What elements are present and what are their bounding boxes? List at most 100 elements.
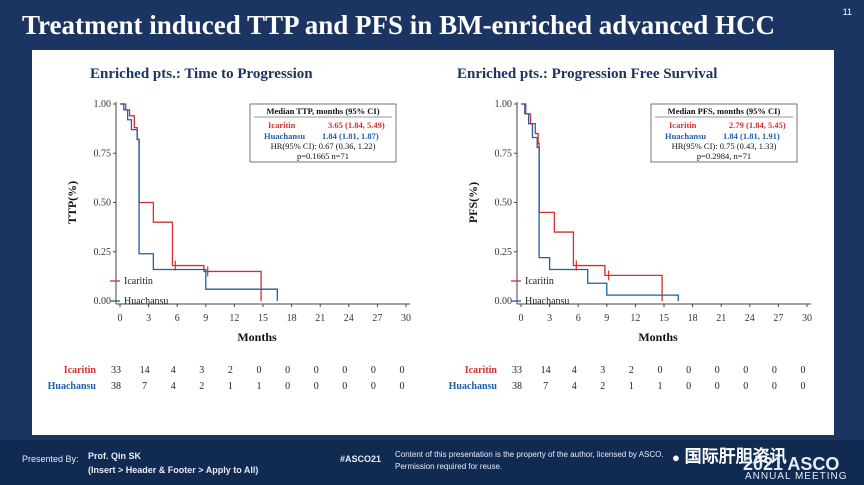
- wechat-watermark: ● 国际肝胆资讯: [672, 442, 787, 467]
- y-axis-label: TTP(%): [65, 181, 79, 224]
- risk-count: 0: [314, 381, 319, 392]
- footer-bar: Presented By: Prof. Qin SK (Insert > Hea…: [0, 440, 864, 485]
- legend-label-huachansu: Huachansu: [124, 296, 168, 307]
- x-tick-label: 9: [604, 313, 609, 324]
- presenter-info: Prof. Qin SK (Insert > Header & Footer >…: [88, 449, 258, 477]
- x-tick-label: 0: [118, 313, 123, 324]
- risk-count: 14: [140, 365, 150, 376]
- pfs-chart: 0.000.250.500.751.000 3 6 9 12 15 18 21 24 27 30Mo…: [449, 99, 812, 392]
- risk-count: 0: [658, 365, 663, 376]
- y-tick-label: 0.75: [495, 148, 513, 159]
- legend-p-value: p=0.2984, n=71: [697, 151, 751, 161]
- y-tick-label: 1.00: [495, 99, 513, 110]
- y-tick-label: 1.00: [94, 99, 112, 110]
- legend-title: Median TTP, months (95% CI): [266, 106, 379, 116]
- ttp-chart: 0.000.250.500.751.000 3 6 9 12 15 18 21 24 27 30Mo…: [48, 99, 411, 392]
- x-tick-label: 24: [344, 313, 354, 324]
- risk-count: 0: [743, 365, 748, 376]
- risk-count: 0: [285, 365, 290, 376]
- risk-count: 0: [342, 381, 347, 392]
- risk-count: 0: [400, 381, 405, 392]
- x-tick-label: 21: [716, 313, 726, 324]
- legend-hr: HR(95% CI): 0.75 (0.43, 1.33): [672, 141, 777, 151]
- risk-count: 14: [541, 365, 551, 376]
- legend-huachansu-name: Huachansu: [665, 131, 706, 141]
- x-tick-label: 30: [802, 313, 812, 324]
- risk-count: 0: [371, 381, 376, 392]
- x-axis-label: Months: [237, 330, 277, 344]
- legend-label-huachansu: Huachansu: [525, 296, 569, 307]
- y-tick-label: 0.25: [495, 247, 513, 258]
- risk-count: 33: [512, 365, 522, 376]
- x-tick-label: 9: [203, 313, 208, 324]
- legend-icaritin-value: 3.65 (1.84, 5.49): [328, 120, 385, 130]
- risk-count: 0: [257, 365, 262, 376]
- legend-p-value: p=0.1665 n=71: [297, 151, 349, 161]
- presenter-name: Prof. Qin SK: [88, 451, 142, 461]
- legend-huachansu-value: 1.84 (1.81, 1.87): [322, 131, 379, 141]
- risk-count: 0: [772, 381, 777, 392]
- x-tick-label: 12: [630, 313, 640, 324]
- content-panel: Enriched pts.: Time to Progression Enric…: [32, 50, 834, 435]
- y-tick-label: 0.50: [94, 198, 112, 209]
- risk-count: 0: [772, 365, 777, 376]
- risk-count: 4: [572, 381, 577, 392]
- x-tick-label: 18: [688, 313, 698, 324]
- y-tick-label: 0.25: [94, 247, 112, 258]
- wechat-icon: ●: [672, 450, 680, 465]
- risk-count: 2: [600, 381, 605, 392]
- x-axis-label: Months: [638, 330, 678, 344]
- legend-hr: HR(95% CI): 0.67 (0.36, 1.22): [271, 141, 376, 151]
- risk-label-huachansu: Huachansu: [449, 381, 498, 392]
- x-tick-label: 18: [287, 313, 297, 324]
- x-tick-label: 3: [146, 313, 151, 324]
- risk-label-icaritin: Icaritin: [64, 365, 97, 376]
- risk-count: 1: [228, 381, 233, 392]
- x-tick-label: 6: [175, 313, 180, 324]
- risk-count: 0: [686, 365, 691, 376]
- x-tick-label: 15: [258, 313, 268, 324]
- risk-count: 4: [171, 365, 176, 376]
- legend-huachansu-value: 1.84 (1.81, 1.91): [723, 131, 780, 141]
- slide-title: Treatment induced TTP and PFS in BM-enri…: [22, 10, 776, 40]
- risk-count: 7: [543, 381, 548, 392]
- risk-count: 0: [371, 365, 376, 376]
- x-tick-label: 12: [229, 313, 239, 324]
- hashtag: #ASCO21: [340, 454, 382, 464]
- legend-icaritin-name: Icaritin: [268, 120, 296, 130]
- x-tick-label: 27: [773, 313, 783, 324]
- risk-count: 0: [686, 381, 691, 392]
- risk-label-huachansu: Huachansu: [48, 381, 97, 392]
- risk-count: 38: [512, 381, 522, 392]
- risk-count: 0: [715, 381, 720, 392]
- risk-count: 4: [171, 381, 176, 392]
- x-tick-label: 6: [576, 313, 581, 324]
- risk-count: 33: [111, 365, 121, 376]
- notice-line-2: Permission required for reuse.: [395, 462, 503, 471]
- risk-count: 1: [629, 381, 634, 392]
- risk-count: 38: [111, 381, 121, 392]
- x-tick-label: 27: [372, 313, 382, 324]
- risk-count: 0: [400, 365, 405, 376]
- risk-count: 0: [743, 381, 748, 392]
- risk-count: 0: [801, 381, 806, 392]
- x-tick-label: 30: [401, 313, 411, 324]
- legend-icaritin-value: 2.79 (1.84, 5.45): [729, 120, 786, 130]
- legend-huachansu-name: Huachansu: [264, 131, 305, 141]
- notice-line-1: Content of this presentation is the prop…: [395, 450, 664, 459]
- risk-count: 1: [658, 381, 663, 392]
- risk-count: 3: [199, 365, 204, 376]
- risk-count: 4: [572, 365, 577, 376]
- risk-count: 0: [801, 365, 806, 376]
- risk-count: 0: [715, 365, 720, 376]
- risk-count: 2: [629, 365, 634, 376]
- series-line-icaritin: [120, 103, 262, 301]
- risk-count: 7: [142, 381, 147, 392]
- y-tick-label: 0.75: [94, 148, 112, 159]
- chart-title-ttp: Enriched pts.: Time to Progression: [90, 66, 313, 82]
- meeting-year: 2021 ASCO: [743, 454, 840, 474]
- x-tick-label: 21: [315, 313, 325, 324]
- wechat-watermark-text: 国际肝胆资讯: [684, 447, 787, 466]
- legend-box: [249, 103, 397, 163]
- x-tick-label: 0: [519, 313, 524, 324]
